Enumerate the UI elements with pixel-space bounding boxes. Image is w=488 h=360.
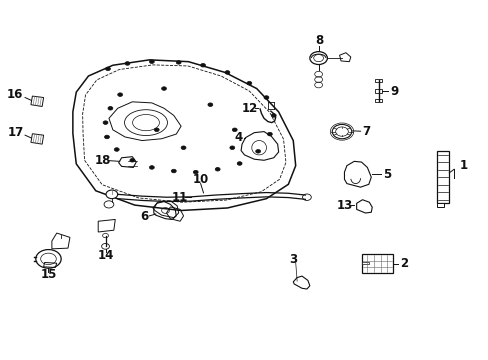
Text: 16: 16 — [7, 88, 23, 101]
Circle shape — [125, 62, 130, 65]
Circle shape — [36, 249, 61, 268]
Text: 2: 2 — [400, 257, 407, 270]
Circle shape — [302, 194, 311, 201]
Text: 15: 15 — [40, 268, 57, 281]
Polygon shape — [361, 262, 368, 264]
Text: 5: 5 — [382, 168, 390, 181]
Text: 12: 12 — [241, 102, 257, 115]
Text: 3: 3 — [288, 253, 297, 266]
Text: 14: 14 — [97, 249, 114, 262]
Circle shape — [232, 128, 237, 132]
Text: 8: 8 — [314, 34, 323, 48]
Circle shape — [176, 60, 181, 64]
Circle shape — [106, 190, 118, 199]
Circle shape — [193, 170, 198, 174]
Text: 9: 9 — [390, 85, 398, 98]
Circle shape — [104, 201, 114, 208]
Text: 6: 6 — [140, 210, 148, 223]
Circle shape — [229, 146, 234, 149]
Circle shape — [207, 103, 212, 107]
Text: 1: 1 — [459, 159, 467, 172]
Circle shape — [103, 121, 108, 125]
Text: 17: 17 — [7, 126, 23, 139]
Circle shape — [200, 63, 205, 67]
Circle shape — [246, 81, 251, 85]
Circle shape — [161, 87, 166, 90]
Polygon shape — [374, 78, 381, 82]
Circle shape — [104, 135, 109, 139]
Text: 11: 11 — [172, 191, 188, 204]
Circle shape — [237, 162, 242, 165]
Circle shape — [102, 233, 108, 238]
Circle shape — [171, 169, 176, 173]
Text: 18: 18 — [95, 154, 111, 167]
Circle shape — [264, 96, 268, 99]
Circle shape — [271, 114, 276, 117]
Polygon shape — [73, 60, 295, 211]
Circle shape — [130, 158, 135, 162]
Circle shape — [118, 93, 122, 96]
Circle shape — [105, 67, 110, 71]
Text: 7: 7 — [362, 125, 370, 138]
Text: 4: 4 — [234, 131, 242, 144]
Polygon shape — [436, 203, 444, 207]
Circle shape — [108, 107, 113, 110]
Circle shape — [114, 148, 119, 151]
Circle shape — [149, 166, 154, 169]
Circle shape — [181, 146, 185, 149]
Text: 13: 13 — [336, 199, 352, 212]
Polygon shape — [436, 151, 448, 203]
Circle shape — [267, 132, 272, 136]
Polygon shape — [374, 89, 381, 93]
Text: 10: 10 — [192, 173, 208, 186]
Polygon shape — [31, 134, 43, 144]
Polygon shape — [374, 99, 381, 102]
Circle shape — [255, 149, 260, 153]
Polygon shape — [31, 96, 43, 107]
Polygon shape — [361, 253, 392, 273]
Circle shape — [154, 128, 159, 132]
Circle shape — [149, 60, 154, 63]
Circle shape — [215, 167, 220, 171]
Circle shape — [224, 71, 229, 74]
Circle shape — [102, 243, 109, 249]
